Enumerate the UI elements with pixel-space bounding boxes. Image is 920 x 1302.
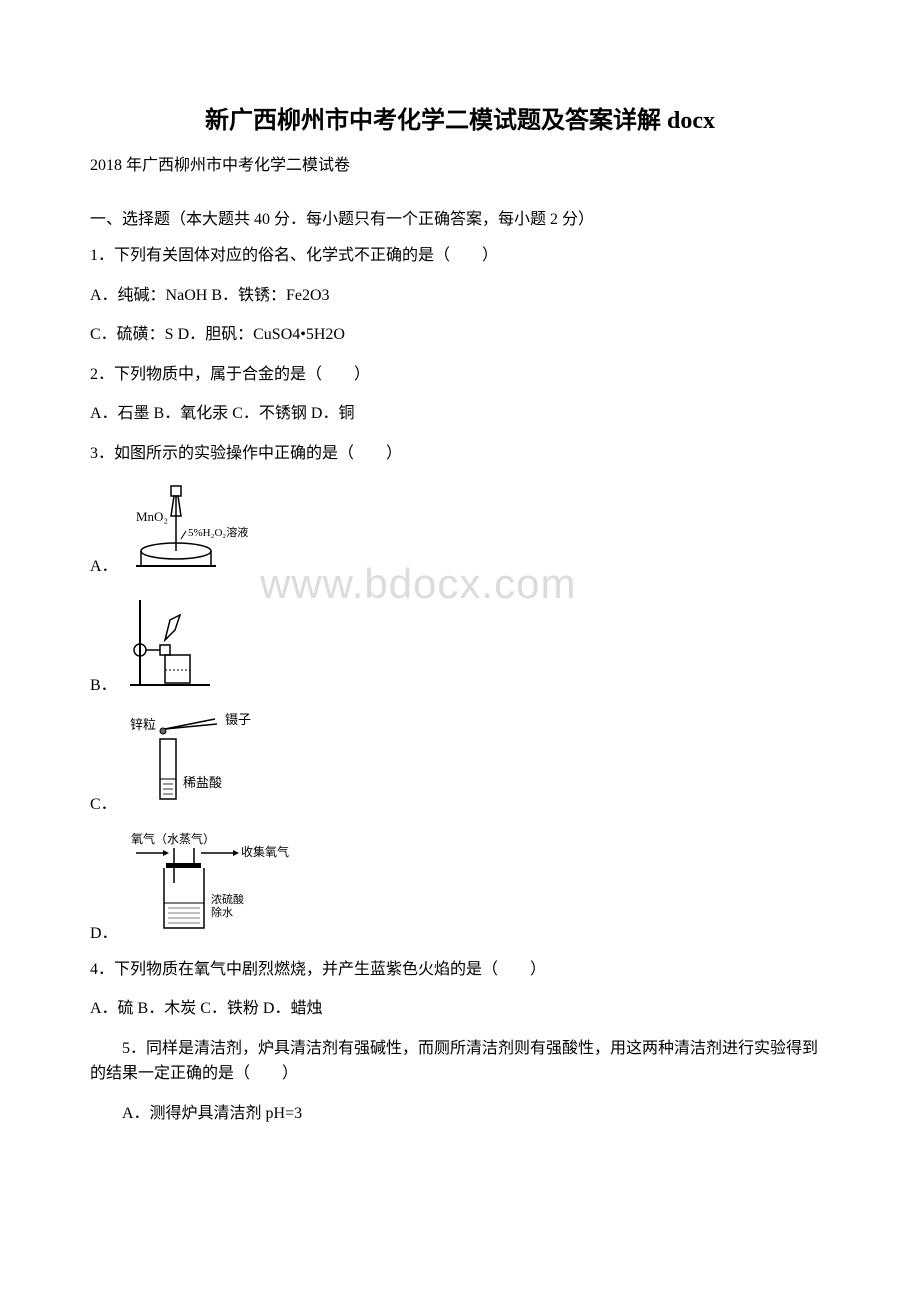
mno2-label: MnO₂ (136, 509, 168, 524)
diagram-d: 氧气（水蒸气） 收集氧气 浓硫酸 除水 (126, 828, 326, 943)
option-c-label: C． (90, 790, 117, 814)
question-3-option-d: D． 氧气（水蒸气） 收集氧气 浓硫酸 除水 (90, 828, 830, 943)
question-5-text: 5．同样是清洁剂，炉具清洁剂有强碱性，而厕所清洁剂则有强酸性，用这两种清洁剂进行… (90, 1036, 830, 1087)
document-subtitle: 2018 年广西柳州市中考化学二模试卷 (90, 151, 830, 175)
h2o2-label: 5%H₂O₂溶液 (188, 525, 248, 539)
h2so4-label-1: 浓硫酸 (211, 892, 244, 906)
question-4-text: 4．下列物质在氧气中剧烈燃烧，并产生蓝紫色火焰的是（ ） (90, 957, 830, 983)
tweezers-label: 镊子 (225, 712, 251, 727)
option-d-label: D． (90, 919, 118, 943)
document-title: 新广西柳州市中考化学二模试题及答案详解 docx (90, 100, 830, 135)
oxygen-label: 氧气（水蒸气） (131, 831, 215, 846)
question-1-text: 1．下列有关固体对应的俗名、化学式不正确的是（ ） (90, 243, 830, 269)
question-3-option-b: B． (90, 590, 830, 695)
question-3-option-c: C． 锌粒 镊子 稀盐酸 (90, 709, 830, 814)
question-2-text: 2．下列物质中，属于合金的是（ ） (90, 362, 830, 388)
collect-label: 收集氧气 (241, 844, 289, 859)
question-3-text: 3．如图所示的实验操作中正确的是（ ） (90, 441, 830, 467)
option-b-label: B． (90, 671, 117, 695)
zinc-label: 锌粒 (130, 717, 156, 732)
acid-label: 稀盐酸 (183, 775, 222, 790)
document-content: 新广西柳州市中考化学二模试题及答案详解 docx 2018 年广西柳州市中考化学… (90, 100, 830, 1127)
question-4-options: A．硫 B．木炭 C．铁粉 D．蜡烛 (90, 996, 830, 1022)
section-header: 一、选择题（本大题共 40 分．每小题只有一个正确答案，每小题 2 分） (90, 205, 830, 229)
question-1-options-line2: C．硫磺：S D．胆矾：CuSO4•5H2O (90, 322, 830, 348)
diagram-c: 锌粒 镊子 稀盐酸 (125, 709, 295, 814)
diagram-b (125, 590, 225, 695)
question-3-option-a: A． MnO₂ 5%H₂O₂溶液 (90, 481, 830, 576)
question-5-option-a: A．测得炉具清洁剂 pH=3 (90, 1101, 830, 1127)
question-1-options-line1: A．纯碱：NaOH B．铁锈：Fe2O3 (90, 283, 830, 309)
diagram-a: MnO₂ 5%H₂O₂溶液 (126, 481, 276, 576)
question-2-options: A．石墨 B．氧化汞 C．不锈钢 D．铜 (90, 401, 830, 427)
option-a-label: A． (90, 552, 118, 576)
h2so4-label-2: 除水 (211, 905, 233, 919)
